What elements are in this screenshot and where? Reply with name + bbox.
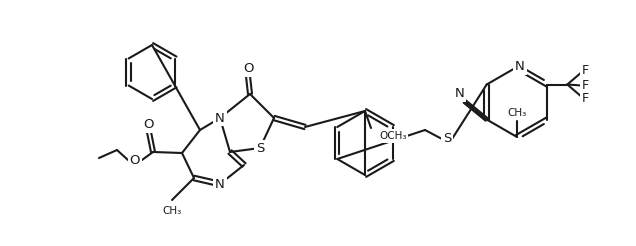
Text: S: S	[256, 141, 264, 154]
Text: F: F	[582, 92, 589, 105]
Text: CH₃: CH₃	[508, 108, 527, 118]
Text: O: O	[144, 119, 155, 132]
Text: N: N	[215, 178, 225, 190]
Text: CH₃: CH₃	[162, 206, 182, 216]
Text: O: O	[130, 154, 141, 167]
Text: N: N	[515, 61, 525, 74]
Text: N: N	[455, 87, 464, 100]
Text: S: S	[443, 133, 451, 145]
Text: O: O	[243, 62, 253, 76]
Text: F: F	[582, 64, 589, 77]
Text: N: N	[215, 111, 225, 124]
Text: OCH₃: OCH₃	[379, 131, 406, 141]
Text: F: F	[582, 79, 589, 92]
